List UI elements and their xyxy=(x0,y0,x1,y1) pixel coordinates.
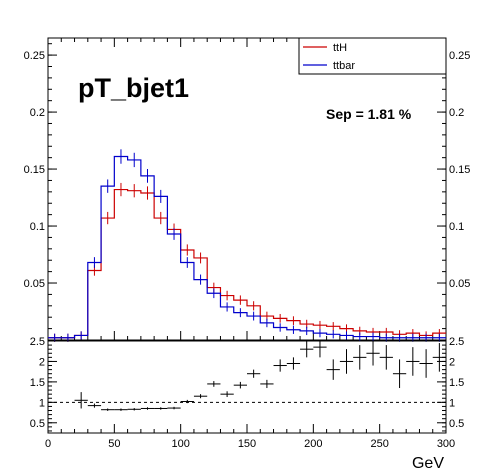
ratio-y-tick-label-right: 2 xyxy=(449,356,455,368)
main-y-tick-label-right: 0.1 xyxy=(449,221,464,233)
main-y-tick-label: 0.15 xyxy=(24,164,45,176)
ratio-y-tick-label-right: 1 xyxy=(449,397,455,409)
ratio-axis-ticks: 0.5 0.5 1 1 1.5 1.5 2 2 2.5 2.5 0 50 100 150 200 250 300 xyxy=(30,336,465,450)
ratio-y-tick-label: 1.5 xyxy=(30,377,45,389)
ratio-panel: 0.5 0.5 1 1 1.5 1.5 2 2 2.5 2.5 0 50 100 150 200 250 300… xyxy=(30,336,465,472)
ratio-y-tick-label-right: 2.5 xyxy=(449,336,464,348)
ratio-x-tick-label: 50 xyxy=(108,438,120,450)
x-axis-label: GeV xyxy=(412,455,444,472)
main-histogram-panel: 0.05 0.05 0.1 0.1 0.15 0.15 0.2 0.2 0.25 0.25 pT_… xyxy=(24,37,470,342)
ratio-x-tick-label: 250 xyxy=(370,438,388,450)
ratio-y-tick-label: 2.5 xyxy=(30,336,45,348)
chart-title: pT_bjet1 xyxy=(78,73,189,103)
separation-annotation: Sep = 1.81 % xyxy=(326,106,412,122)
main-y-tick-label: 0.25 xyxy=(24,50,45,62)
ratio-y-tick-label-right: 1.5 xyxy=(449,377,464,389)
ratio-x-tick-label: 150 xyxy=(238,438,256,450)
main-y-tick-label-right: 0.25 xyxy=(449,50,470,62)
legend-label-ttH: ttH xyxy=(333,42,347,54)
series-line-ttbar xyxy=(48,155,446,339)
ratio-y-tick-label: 2 xyxy=(39,356,45,368)
ratio-x-tick-label: 0 xyxy=(45,438,51,450)
ratio-y-tick-label: 1 xyxy=(39,397,45,409)
ratio-x-tick-label: 100 xyxy=(171,438,189,450)
ratio-x-tick-label: 200 xyxy=(304,438,322,450)
legend-label-ttbar: ttbar xyxy=(333,60,355,72)
ratio-y-tick-label-right: 0.5 xyxy=(449,418,464,430)
main-y-tick-label: 0.05 xyxy=(24,278,45,290)
main-y-tick-label: 0.2 xyxy=(30,107,45,119)
ratio-points-group xyxy=(74,341,446,411)
legend-box xyxy=(298,37,447,75)
main-y-tick-label: 0.1 xyxy=(30,221,45,233)
ratio-x-tick-label: 300 xyxy=(437,438,455,450)
ratio-y-tick-label: 0.5 xyxy=(30,418,45,430)
main-y-tick-label-right: 0.2 xyxy=(449,107,464,119)
legend: ttH ttbar xyxy=(298,37,447,75)
main-series-group xyxy=(48,149,446,342)
main-y-tick-label-right: 0.15 xyxy=(449,164,470,176)
main-y-tick-label-right: 0.05 xyxy=(449,278,470,290)
